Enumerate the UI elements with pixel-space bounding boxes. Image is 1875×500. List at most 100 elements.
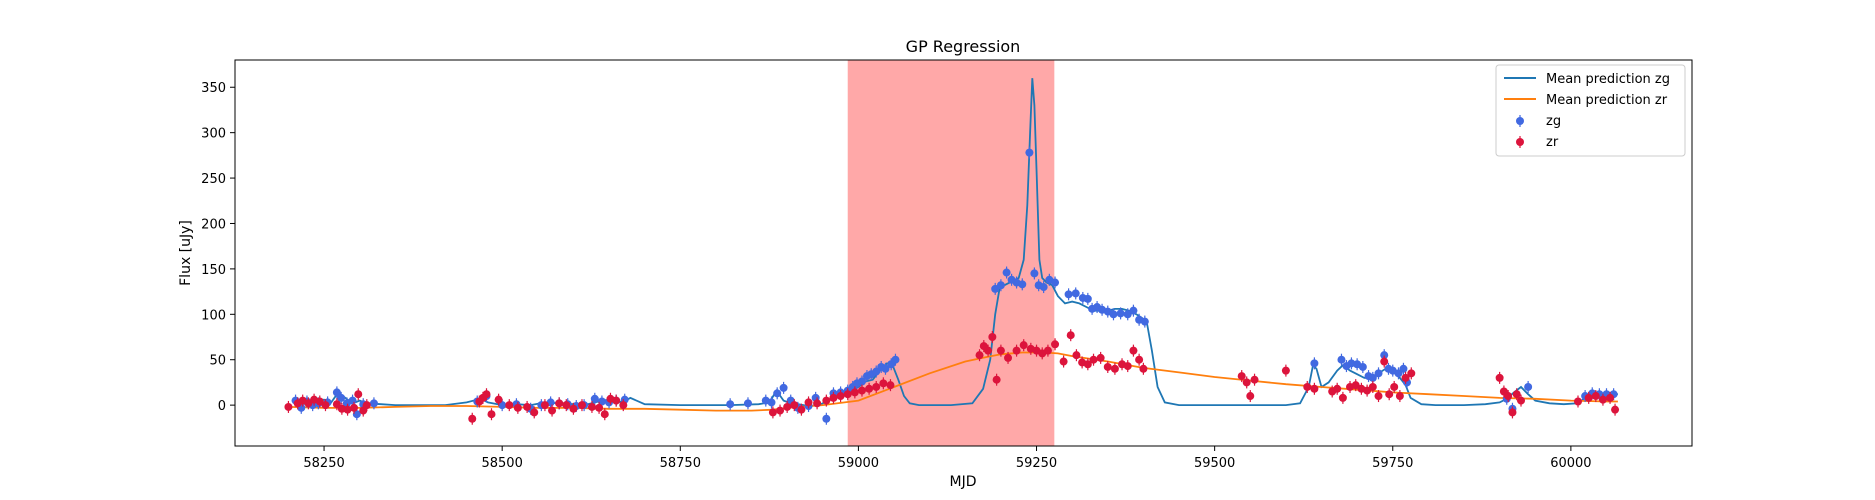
zr-point xyxy=(1237,370,1246,383)
zr-point xyxy=(1250,373,1259,386)
zr-point xyxy=(1110,362,1119,375)
zr-point xyxy=(1574,395,1583,408)
zr-point xyxy=(804,396,813,409)
zr-point xyxy=(304,397,313,410)
zg-point xyxy=(1083,292,1092,305)
zr-point xyxy=(595,401,604,414)
zr-point xyxy=(343,403,352,416)
zr-point xyxy=(1242,376,1251,389)
y-tick: 50 xyxy=(209,354,235,369)
x-tick-label: 58750 xyxy=(660,456,701,471)
zg-point xyxy=(1337,353,1346,366)
x-tick: 59500 xyxy=(1194,446,1235,471)
zr-point xyxy=(1089,353,1098,366)
y-tick: 350 xyxy=(201,81,235,96)
zr-point xyxy=(813,397,822,410)
x-tick: 60000 xyxy=(1550,446,1592,471)
zr-point xyxy=(1246,390,1255,403)
y-axis-label: Flux [uJy] xyxy=(178,220,194,286)
x-tick-label: 59000 xyxy=(838,456,879,471)
zr-point xyxy=(349,401,358,414)
zg-point xyxy=(1071,287,1080,300)
zr-point xyxy=(284,400,293,413)
zg-point xyxy=(1123,308,1132,321)
zr-point xyxy=(1103,360,1112,373)
legend-label-zr: zr xyxy=(1546,135,1559,150)
zr-point xyxy=(468,412,477,425)
zr-point xyxy=(354,388,363,401)
x-axis-label: MJD xyxy=(950,474,977,490)
zr-point xyxy=(548,404,557,417)
y-tick: 200 xyxy=(201,217,235,232)
legend-marker-zr xyxy=(1516,136,1524,148)
x-tick-label: 59750 xyxy=(1372,456,1413,471)
zg-point xyxy=(891,353,900,366)
zg-point xyxy=(779,381,788,394)
y-tick-label: 350 xyxy=(201,81,226,96)
zr-point xyxy=(829,391,838,404)
x-tick-label: 59250 xyxy=(1016,456,1057,471)
y-tick-label: 300 xyxy=(201,127,226,142)
zr-point xyxy=(1385,388,1394,401)
x-tick-label: 60000 xyxy=(1550,456,1591,471)
y-tick: 150 xyxy=(201,263,235,278)
zr-point xyxy=(865,382,874,395)
x-axis-ticks: 58250 58500 58750 59000 59250 59500 59750 60000 xyxy=(303,446,1592,471)
zg-point xyxy=(1116,307,1125,320)
zr-point xyxy=(482,388,491,401)
zr-point xyxy=(1611,403,1620,416)
zr-point xyxy=(992,373,1001,386)
y-axis-ticks: 0 50 100 150 200 250 300 350 xyxy=(201,81,235,414)
zr-point xyxy=(1333,382,1342,395)
zr-point xyxy=(996,344,1005,357)
y-tick: 0 xyxy=(218,399,235,414)
x-tick: 59000 xyxy=(838,446,879,471)
legend-box xyxy=(1495,64,1686,157)
zr-point xyxy=(1598,393,1607,406)
x-tick: 58750 xyxy=(660,446,701,471)
zr-point xyxy=(1390,380,1399,393)
zr-point xyxy=(505,399,514,412)
zr-point xyxy=(1606,391,1615,404)
zr-point xyxy=(1584,391,1593,404)
zg-point xyxy=(1039,281,1048,294)
zg-point xyxy=(1002,266,1011,279)
zr-point xyxy=(1083,358,1092,371)
zr-point xyxy=(857,384,866,397)
zg-point xyxy=(1064,288,1073,301)
zr-point xyxy=(600,408,609,421)
zr-point xyxy=(1072,349,1081,362)
observation-points xyxy=(284,146,1620,425)
y-tick-label: 150 xyxy=(201,263,226,278)
zr-point xyxy=(1512,388,1521,401)
zr-point xyxy=(562,399,571,412)
plot-area-frame xyxy=(234,59,1693,447)
legend-marker-zg xyxy=(1516,115,1524,127)
y-tick: 300 xyxy=(201,127,235,142)
zr-point xyxy=(1380,355,1389,368)
zg-point xyxy=(1140,315,1149,328)
zg-point xyxy=(1018,278,1027,291)
zg-point xyxy=(332,386,341,399)
zr-point xyxy=(1139,362,1148,375)
zr-point xyxy=(1129,344,1138,357)
zr-point xyxy=(315,395,324,408)
zg-point xyxy=(590,392,599,405)
zr-point xyxy=(1281,364,1290,377)
zr-point xyxy=(1374,390,1383,403)
zr-point xyxy=(362,399,371,412)
zg-point xyxy=(881,362,890,375)
zr-point xyxy=(321,399,330,412)
zr-point xyxy=(1351,379,1360,392)
zr-point xyxy=(1508,406,1517,419)
legend: Mean prediction zg Mean prediction zr zg… xyxy=(1495,64,1686,157)
zr-point xyxy=(1504,390,1513,403)
zr-point xyxy=(523,400,532,413)
x-tick-label: 58500 xyxy=(481,456,522,471)
zg-point xyxy=(1374,367,1383,380)
zg-point xyxy=(822,412,831,425)
zg-point xyxy=(369,397,378,410)
zg-point xyxy=(991,282,1000,295)
zr-point xyxy=(1123,360,1132,373)
